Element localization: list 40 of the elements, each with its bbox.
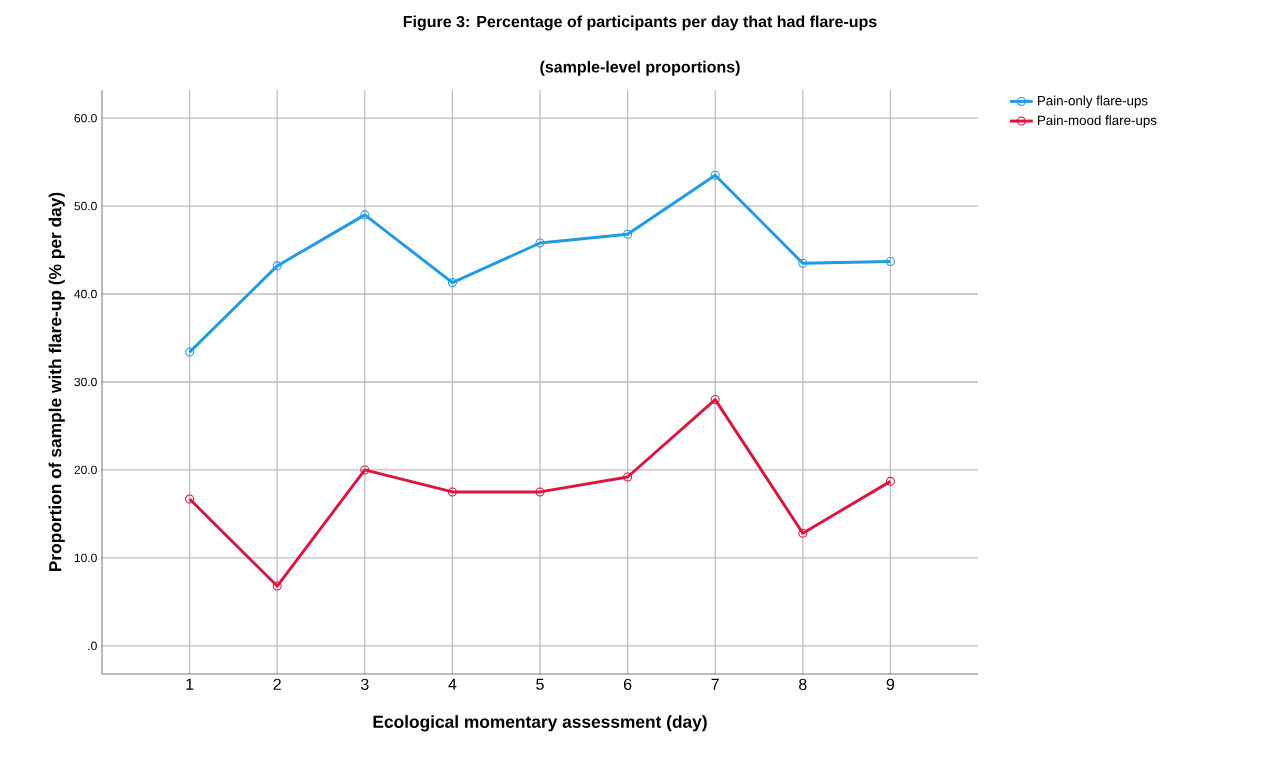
y-tick-label: .0 bbox=[88, 641, 97, 651]
point bbox=[885, 476, 895, 486]
point bbox=[185, 347, 195, 357]
x-tick-label: 3 bbox=[360, 678, 369, 691]
point bbox=[798, 528, 808, 538]
chart-subtitle: (sample-level proportions) bbox=[540, 60, 740, 76]
point bbox=[360, 465, 370, 475]
x-tick-label: 8 bbox=[799, 678, 807, 691]
legend-label: Pain-only flare-ups bbox=[1038, 95, 1148, 109]
point bbox=[272, 261, 282, 271]
y-tick-label: 10.0 bbox=[74, 553, 97, 563]
point bbox=[710, 395, 720, 405]
y-tick-label: 20.0 bbox=[74, 465, 97, 475]
x-tick-label: 9 bbox=[886, 678, 895, 691]
x-tick-label: 2 bbox=[273, 678, 281, 690]
point bbox=[535, 238, 545, 248]
x-tick-label: 6 bbox=[623, 678, 632, 691]
y-tick-label: 40.0 bbox=[74, 289, 97, 299]
x-tick-label: 5 bbox=[536, 678, 544, 690]
y-tick-label: 30.0 bbox=[74, 377, 97, 387]
y-axis-title: Proportion of sample with flare-up (% per day) bbox=[48, 192, 65, 572]
point bbox=[623, 472, 633, 482]
point bbox=[360, 210, 370, 220]
point bbox=[710, 170, 720, 180]
point bbox=[885, 256, 895, 267]
point bbox=[798, 258, 808, 268]
y-tick-label: 50.0 bbox=[74, 201, 97, 211]
x-tick-label: 1 bbox=[186, 678, 194, 690]
y-tick-label: 60.0 bbox=[74, 113, 97, 123]
x-tick-label: 4 bbox=[448, 678, 457, 690]
point bbox=[447, 278, 457, 288]
x-axis-title: Ecological momentary assessment (day) bbox=[373, 715, 707, 732]
point bbox=[185, 494, 195, 504]
legend-label: Pain-mood flare-ups bbox=[1038, 115, 1157, 128]
chart-title: Figure 3: Percentage of participants per day that had flare-ups bbox=[403, 15, 877, 31]
point bbox=[623, 229, 633, 239]
point bbox=[447, 487, 457, 497]
point bbox=[272, 581, 282, 591]
x-tick-label: 7 bbox=[711, 678, 719, 690]
point bbox=[535, 487, 545, 497]
